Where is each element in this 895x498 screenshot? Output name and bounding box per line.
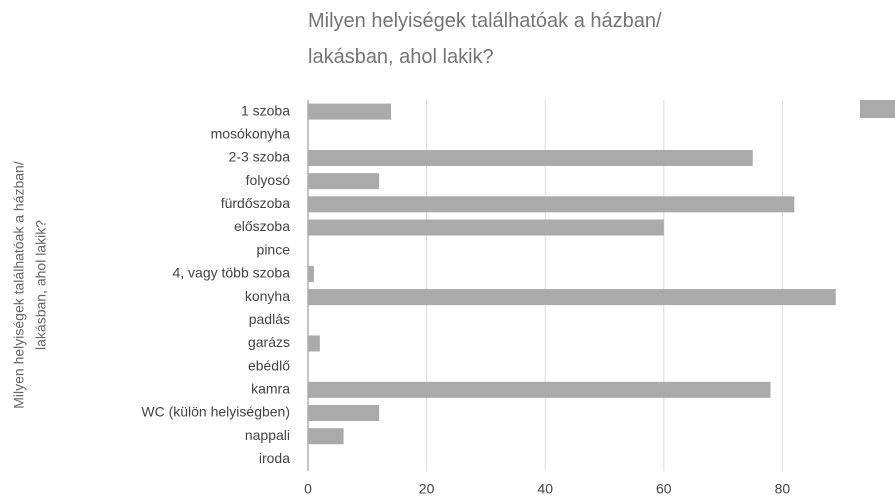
y-tick-label: garázs [248, 334, 290, 350]
x-tick-label: 20 [419, 481, 435, 497]
y-label-line: lakásban, ahol lakik? [33, 220, 49, 350]
x-tick-label: 80 [775, 481, 791, 497]
bar [308, 265, 314, 282]
x-tick-label: 40 [537, 481, 553, 497]
bar [308, 149, 753, 166]
y-label-line: Milyen helyiségek találhatóak a házban/ [11, 161, 27, 409]
bar [308, 335, 320, 352]
y-tick-label: mosókonyha [211, 125, 291, 141]
y-tick-label: padlás [249, 311, 290, 327]
bar [308, 289, 836, 306]
y-tick-label: pince [257, 241, 291, 257]
bar [308, 173, 380, 190]
bar [308, 219, 664, 236]
y-tick-label: előszoba [234, 218, 290, 234]
y-tick-label: ebédlő [248, 357, 290, 373]
y-tick-label: folyosó [246, 172, 291, 188]
y-tick-label: konyha [245, 288, 290, 304]
bar [308, 196, 795, 213]
y-axis-label: Milyen helyiségek találhatóak a házban/ … [11, 161, 49, 409]
legend-swatch [860, 100, 895, 118]
title-line: Milyen helyiségek találhatóak a házban/ [308, 10, 662, 32]
chart-title: Milyen helyiségek találhatóak a házban/ … [308, 10, 667, 68]
y-tick-label: nappali [245, 427, 290, 443]
title-line: lakásban, ahol lakik? [308, 46, 494, 68]
x-tick-label: 60 [656, 481, 672, 497]
y-tick-label: fürdőszoba [221, 195, 290, 211]
y-tick-label: kamra [251, 381, 290, 397]
y-tick-label: WC (külön helyiségben) [141, 404, 290, 420]
y-tick-label: iroda [259, 450, 290, 466]
bar [308, 428, 344, 445]
y-tick-label: 2-3 szoba [229, 149, 291, 165]
x-tick-label: 0 [304, 481, 312, 497]
bar [308, 381, 771, 398]
y-tick-label: 1 szoba [241, 102, 290, 118]
y-tick-label: 4, vagy több szoba [172, 265, 290, 281]
bar [308, 103, 392, 120]
bar [308, 405, 380, 422]
